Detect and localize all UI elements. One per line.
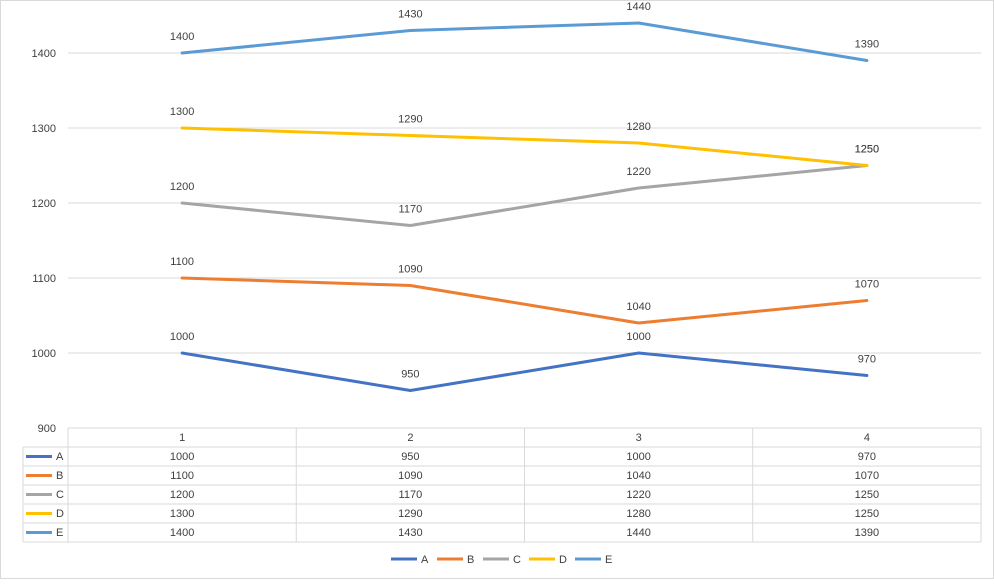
- data-label: 1090: [398, 264, 422, 276]
- table-cell-value: 1200: [170, 489, 194, 501]
- data-label: 1290: [398, 114, 422, 126]
- table-cell-value: 1430: [398, 527, 422, 539]
- table-series-label: D: [56, 508, 64, 520]
- legend-label: C: [513, 554, 521, 566]
- table-cell-value: 1250: [855, 508, 879, 520]
- table-cell-value: 1250: [855, 489, 879, 501]
- table-cell-value: 1090: [398, 470, 422, 482]
- legend-label: E: [605, 554, 612, 566]
- data-label: 1300: [170, 106, 194, 118]
- series-line-E: [180, 21, 869, 62]
- table-cell-value: 1100: [170, 470, 194, 482]
- table-series-label: A: [56, 451, 64, 463]
- data-label: 1070: [855, 279, 879, 291]
- table-cell-value: 1400: [170, 527, 194, 539]
- series-line-D: [180, 126, 869, 167]
- table-cell-value: 1000: [170, 451, 194, 463]
- table-cell-value: 1390: [855, 527, 879, 539]
- y-tick-label: 900: [38, 423, 56, 435]
- table-cell-value: 1280: [626, 508, 650, 520]
- data-label: 1440: [626, 1, 650, 13]
- data-label: 1100: [170, 256, 194, 268]
- series-line-C: [180, 164, 869, 227]
- data-label: 1250: [855, 144, 879, 156]
- y-tick-label: 1000: [32, 348, 56, 360]
- x-category-label: 2: [407, 432, 413, 444]
- series-line-A: [180, 351, 869, 392]
- legend-label: A: [421, 554, 429, 566]
- data-label: 1250: [855, 144, 879, 156]
- table-cell-value: 950: [401, 451, 419, 463]
- data-label: 1000: [170, 331, 194, 343]
- table-cell-value: 1070: [855, 470, 879, 482]
- table-series-label: B: [56, 470, 63, 482]
- legend-label: D: [559, 554, 567, 566]
- data-label: 1220: [626, 166, 650, 178]
- data-label: 1040: [626, 301, 650, 313]
- data-label: 1400: [170, 31, 194, 43]
- table-cell-value: 1040: [626, 470, 650, 482]
- y-tick-label: 1300: [32, 123, 56, 135]
- table-cell-value: 970: [858, 451, 876, 463]
- table-cell-value: 1220: [626, 489, 650, 501]
- table-cell-value: 1290: [398, 508, 422, 520]
- x-category-label: 4: [864, 432, 870, 444]
- data-label: 1430: [398, 9, 422, 21]
- x-category-label: 3: [636, 432, 642, 444]
- data-label: 1280: [626, 121, 650, 133]
- y-tick-label: 1100: [32, 273, 56, 285]
- series-line-B: [180, 276, 869, 325]
- data-label: 1000: [626, 331, 650, 343]
- table-cell-value: 1300: [170, 508, 194, 520]
- table-series-label: E: [56, 527, 63, 539]
- table-cell-value: 1440: [626, 527, 650, 539]
- table-cell-value: 1170: [399, 489, 423, 501]
- y-tick-label: 1200: [32, 198, 56, 210]
- data-label: 970: [858, 354, 876, 366]
- data-label: 1390: [855, 39, 879, 51]
- y-tick-label: 1400: [32, 48, 56, 60]
- x-category-label: 1: [179, 432, 185, 444]
- data-label: 950: [401, 369, 419, 381]
- table-cell-value: 1000: [626, 451, 650, 463]
- data-label: 1170: [399, 204, 423, 216]
- table-series-label: C: [56, 489, 64, 501]
- data-label: 1200: [170, 181, 194, 193]
- legend-label: B: [467, 554, 474, 566]
